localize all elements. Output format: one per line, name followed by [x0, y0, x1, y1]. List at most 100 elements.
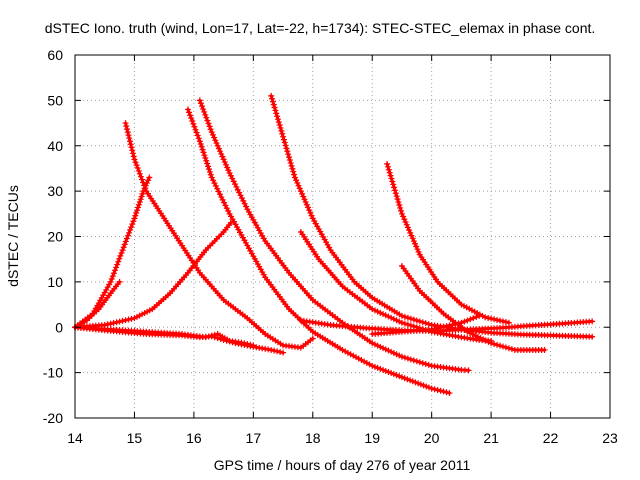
data-point: [474, 333, 481, 340]
data-point: [198, 103, 205, 110]
data-point: [137, 196, 144, 203]
data-point: [277, 124, 284, 131]
data-point: [282, 142, 289, 149]
data-point: [407, 322, 414, 329]
data-point: [300, 193, 307, 200]
data-point: [385, 313, 392, 320]
data-point: [229, 175, 236, 182]
data-point: [302, 199, 309, 206]
data-point: [416, 359, 423, 366]
data-series-2: [72, 174, 153, 331]
data-point: [114, 261, 121, 268]
data-point: [135, 167, 142, 174]
data-point: [390, 371, 397, 378]
data-point: [419, 360, 426, 367]
data-point: [394, 196, 401, 203]
data-point: [142, 185, 149, 192]
data-point: [227, 172, 234, 179]
data-point: [589, 318, 596, 325]
data-point: [131, 156, 138, 163]
data-point: [390, 350, 397, 357]
data-point: [219, 153, 226, 160]
data-point: [128, 224, 135, 231]
data-point: [217, 148, 224, 155]
data-point: [473, 314, 480, 321]
data-point: [431, 325, 438, 332]
data-point: [120, 244, 127, 251]
data-point: [393, 351, 400, 358]
data-point: [119, 247, 126, 254]
data-point: [216, 191, 223, 198]
data-point: [287, 159, 294, 166]
data-point: [299, 190, 306, 197]
data-point: [382, 367, 389, 374]
data-point: [422, 320, 429, 327]
data-point: [497, 317, 504, 324]
data-point: [197, 100, 204, 107]
data-point: [286, 157, 293, 164]
data-point: [283, 145, 290, 152]
data-point: [374, 308, 381, 315]
data-point: [134, 165, 141, 172]
data-point: [412, 379, 419, 386]
data-point: [188, 115, 195, 122]
data-point: [446, 390, 453, 397]
data-point: [107, 320, 114, 327]
data-point: [382, 346, 389, 353]
data-point: [273, 110, 280, 117]
data-point: [413, 317, 420, 324]
data-point: [396, 352, 403, 359]
data-point: [289, 165, 296, 172]
data-point: [203, 114, 210, 121]
data-point: [200, 106, 207, 113]
data-point: [500, 318, 506, 325]
x-tick-label: 20: [424, 430, 440, 446]
data-point: [404, 376, 411, 383]
data-point: [250, 342, 257, 349]
data-point: [395, 199, 402, 206]
data-point: [297, 188, 304, 195]
data-point: [211, 134, 218, 141]
data-point: [243, 203, 250, 210]
data-point: [390, 181, 397, 188]
data-point: [122, 238, 129, 245]
data-point: [133, 162, 140, 169]
x-tick-label: 17: [246, 430, 262, 446]
data-point: [502, 319, 509, 326]
data-series-5: [72, 324, 257, 349]
data-point: [410, 238, 417, 245]
axis-ticks: 14 15 16 17 18 19 20 21 22 23 -20 -10 0 10 20 30 40 50 60: [43, 47, 618, 446]
data-point: [210, 177, 217, 184]
data-point: [240, 197, 247, 204]
data-point: [280, 349, 287, 356]
data-point: [130, 153, 137, 160]
chart-title: dSTEC Iono. truth (wind, Lon=17, Lat=-22…: [45, 20, 596, 36]
series-trace: [73, 176, 151, 329]
data-point: [126, 138, 133, 145]
data-point: [374, 364, 381, 371]
data-point: [119, 317, 126, 324]
data-point: [109, 273, 116, 280]
data-point: [222, 202, 229, 209]
data-point: [412, 240, 419, 247]
x-tick-label: 21: [483, 430, 499, 446]
data-series-layer: [72, 92, 596, 397]
series-trace: [186, 107, 451, 395]
data-point: [374, 342, 381, 349]
data-point: [385, 347, 392, 354]
data-point: [467, 316, 474, 323]
x-tick-label: 23: [602, 430, 618, 446]
data-point: [225, 167, 232, 174]
data-point: [115, 258, 122, 265]
data-point: [305, 204, 312, 211]
data-point: [122, 317, 129, 324]
data-point: [269, 95, 276, 102]
data-point: [107, 278, 114, 285]
data-point: [207, 126, 214, 133]
data-point: [385, 166, 392, 173]
data-point: [275, 119, 282, 126]
data-point: [407, 356, 414, 363]
data-point: [279, 130, 286, 137]
data-point: [278, 127, 285, 134]
data-point: [225, 208, 232, 215]
